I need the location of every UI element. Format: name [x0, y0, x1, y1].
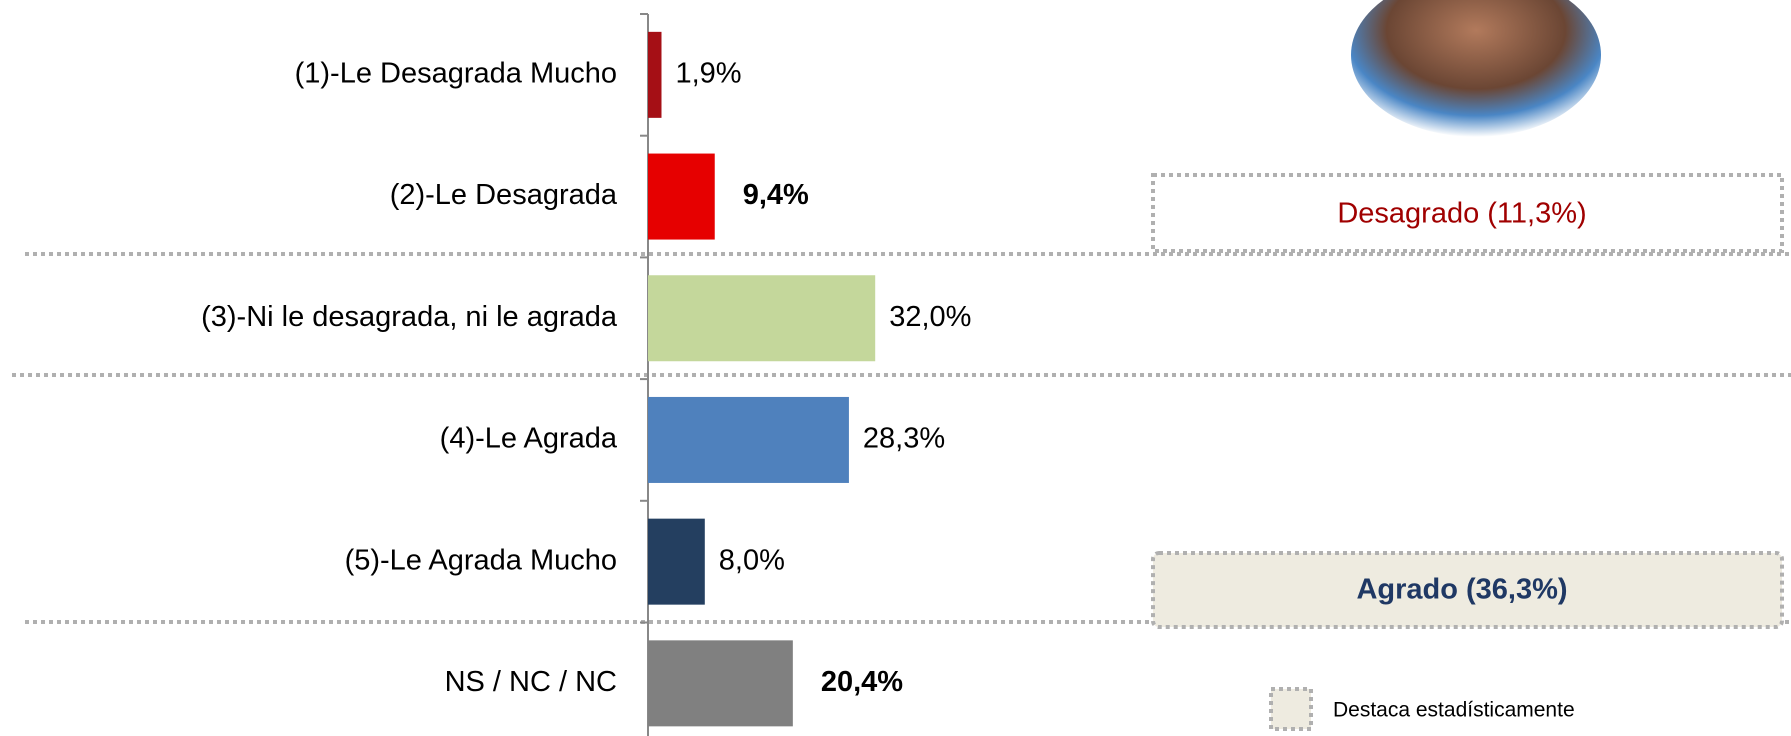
annotation-box [1151, 173, 1784, 253]
category-label: (5)-Le Agrada Mucho [345, 544, 617, 576]
value-label: 28,3% [863, 423, 945, 455]
annotation: Desagrado (11,3%) [1337, 198, 1586, 230]
bar [648, 640, 793, 727]
category-label: (4)-Le Agrada [440, 423, 618, 455]
annotation-box [1151, 551, 1784, 629]
bar [648, 275, 876, 362]
bar [648, 518, 705, 605]
value-label: 1,9% [675, 58, 741, 90]
legend-swatch [1269, 687, 1313, 731]
category-label: (2)-Le Desagrada [390, 179, 618, 211]
bar [648, 153, 715, 240]
bar [648, 396, 849, 483]
annotation: Agrado (36,3%) [1356, 574, 1567, 606]
value-label: 8,0% [719, 544, 785, 576]
bar [648, 31, 662, 118]
category-label: NS / NC / NC [445, 666, 617, 698]
category-label: (3)-Ni le desagrada, ni le agrada [201, 301, 618, 333]
legend-label: Destaca estadísticamente [1333, 699, 1575, 722]
category-label: (1)-Le Desagrada Mucho [295, 58, 617, 90]
value-label: 9,4% [743, 179, 809, 211]
separators [12, 252, 1791, 624]
photo [1351, 0, 1601, 137]
value-label: 20,4% [821, 666, 903, 698]
value-label: 32,0% [889, 301, 971, 333]
